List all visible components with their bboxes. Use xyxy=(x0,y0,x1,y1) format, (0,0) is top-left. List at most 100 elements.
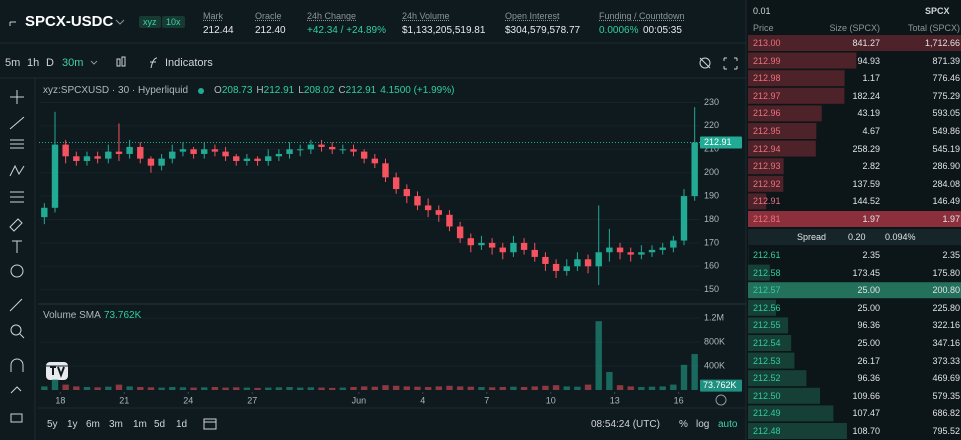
back-icon[interactable] xyxy=(9,21,16,26)
candle-body xyxy=(627,252,634,255)
ohlc-key: L xyxy=(298,85,304,96)
book-price[interactable]: 212.56 xyxy=(753,302,781,313)
book-total: 146.49 xyxy=(932,196,960,207)
scale-option[interactable]: auto xyxy=(718,419,738,430)
volume-bar xyxy=(627,386,634,390)
range-button[interactable]: 5d xyxy=(154,419,166,430)
range-button[interactable]: 1d xyxy=(176,419,188,430)
book-size: 144.52 xyxy=(852,196,880,207)
book-size: 25.00 xyxy=(857,338,880,348)
stat-label: 24h Change xyxy=(307,11,357,21)
range-button[interactable]: 3m xyxy=(109,419,123,430)
volume-bar xyxy=(403,386,411,390)
range-button[interactable]: 5y xyxy=(47,419,58,430)
x-tick-label: 4 xyxy=(420,395,425,405)
book-price[interactable]: 212.91 xyxy=(753,196,781,207)
tick-size[interactable]: 0.01 xyxy=(753,6,771,16)
range-button[interactable]: 1y xyxy=(67,419,78,430)
volume-bar xyxy=(222,387,229,390)
book-total: 1,712.66 xyxy=(924,38,960,48)
book-price[interactable]: 212.95 xyxy=(753,126,781,136)
candle-body xyxy=(531,249,538,257)
book-price[interactable]: 212.50 xyxy=(753,390,781,401)
volume-bar xyxy=(424,387,432,390)
top-right-icons[interactable] xyxy=(699,57,738,70)
volume-bar xyxy=(584,384,592,390)
book-price[interactable]: 213.00 xyxy=(753,38,781,48)
candle-body xyxy=(51,144,59,208)
candle-body xyxy=(318,144,325,147)
book-price[interactable]: 212.53 xyxy=(753,355,781,366)
volume-bar xyxy=(670,384,677,390)
volume-bar xyxy=(382,385,389,390)
book-price[interactable]: 212.48 xyxy=(753,426,781,436)
drawing-tools[interactable] xyxy=(9,90,25,423)
range-button[interactable]: 6m xyxy=(86,419,100,430)
candle-body xyxy=(435,210,442,215)
y-tick-label: 150 xyxy=(704,284,719,294)
book-total: 2.35 xyxy=(942,250,960,260)
book-price[interactable]: 212.92 xyxy=(753,178,781,189)
scale-option[interactable]: log xyxy=(696,419,710,430)
book-price[interactable]: 212.58 xyxy=(753,267,781,278)
x-tick-label: 16 xyxy=(674,395,684,405)
book-price[interactable]: 212.55 xyxy=(753,320,781,331)
candle-body xyxy=(467,238,474,246)
book-total: 776.46 xyxy=(932,73,960,84)
depth-bar xyxy=(748,405,834,422)
candle-body xyxy=(691,142,698,197)
unit-select[interactable]: SPCX xyxy=(925,6,950,16)
book-price[interactable]: 212.97 xyxy=(753,90,781,101)
candle-body xyxy=(169,151,176,159)
volume-bar xyxy=(499,387,506,390)
candle-body xyxy=(328,146,336,150)
candle-body xyxy=(254,158,261,161)
book-price[interactable]: 212.61 xyxy=(753,250,781,260)
y-tick-label: 200 xyxy=(704,167,719,177)
book-price[interactable]: 212.99 xyxy=(753,55,781,66)
symbol-chevron[interactable] xyxy=(115,19,125,25)
volume-bar xyxy=(360,386,368,390)
symbol[interactable]: SPCX-USDC xyxy=(25,13,114,30)
interval-button[interactable]: 5m xyxy=(5,57,21,69)
x-tick-label: 7 xyxy=(484,395,489,405)
ohlc-key: H xyxy=(256,85,264,96)
ohlc-value: 212.91 xyxy=(345,85,377,96)
interval-button[interactable]: 30m xyxy=(62,57,84,69)
settings-icon[interactable] xyxy=(715,394,727,406)
volume-bar xyxy=(542,385,549,390)
candle-body xyxy=(606,247,613,253)
y-tick-label: 400K xyxy=(704,360,725,370)
interval-button[interactable]: D xyxy=(46,57,54,69)
book-price[interactable]: 212.54 xyxy=(753,338,781,348)
book-price[interactable]: 212.81 xyxy=(753,214,781,224)
interval-button[interactable]: 1h xyxy=(27,57,40,69)
range-button[interactable]: 1m xyxy=(133,419,147,430)
book-size: 25.00 xyxy=(857,302,880,313)
depth-bar xyxy=(748,317,789,334)
legend-symbol: xyz:SPCXUSD · 30 · Hyperliquid xyxy=(43,85,189,96)
book-price[interactable]: 212.52 xyxy=(753,373,781,384)
book-size: 96.36 xyxy=(857,320,880,331)
book-size: 173.45 xyxy=(852,267,880,278)
book-price[interactable]: 212.49 xyxy=(753,408,781,419)
book-total: 225.80 xyxy=(932,302,960,313)
indicators-button[interactable]: Indicators xyxy=(165,57,213,69)
scale-option[interactable]: % xyxy=(679,419,688,430)
volume-bar xyxy=(616,385,624,390)
column-header: Size (SPCX) xyxy=(829,23,880,33)
interval-chevron[interactable] xyxy=(90,60,98,65)
book-price[interactable]: 212.98 xyxy=(753,73,781,84)
candle-body xyxy=(243,158,251,161)
candle-type-icon[interactable] xyxy=(116,56,126,67)
x-tick-label: 21 xyxy=(119,395,129,405)
book-price[interactable]: 212.94 xyxy=(753,143,781,154)
book-price[interactable]: 212.93 xyxy=(753,161,781,172)
depth-bar xyxy=(748,370,807,387)
fx-icon[interactable] xyxy=(150,57,158,69)
book-price[interactable]: 212.57 xyxy=(753,285,781,296)
calendar-icon[interactable] xyxy=(203,418,217,430)
volume-bar xyxy=(211,387,219,390)
book-price[interactable]: 212.96 xyxy=(753,108,781,119)
stat-label: Oracle xyxy=(255,11,282,21)
